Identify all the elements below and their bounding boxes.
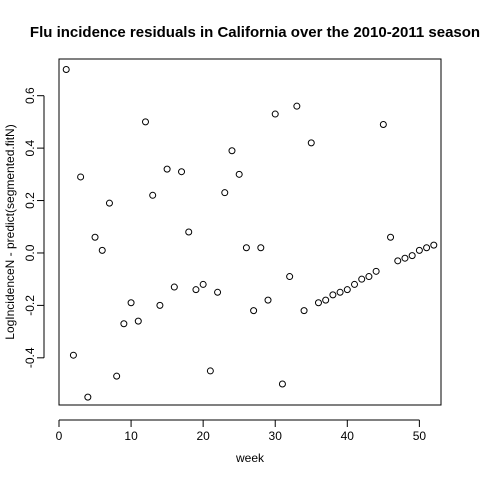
- y-tick-label: -0.4: [23, 347, 37, 368]
- data-point: [351, 280, 359, 288]
- data-point: [329, 291, 337, 299]
- data-point: [113, 372, 121, 380]
- data-point: [336, 288, 344, 296]
- data-point: [300, 307, 308, 315]
- data-points: [62, 65, 438, 401]
- data-point: [264, 296, 272, 304]
- data-point: [271, 110, 279, 118]
- data-point: [278, 380, 286, 388]
- data-point: [221, 189, 229, 197]
- data-point: [322, 296, 330, 304]
- x-tick-label: 50: [413, 429, 427, 443]
- data-point: [387, 233, 395, 241]
- x-axis-label: week: [235, 451, 265, 465]
- y-tick-label: 0.0: [23, 244, 37, 261]
- data-point: [120, 320, 128, 328]
- data-point: [84, 393, 92, 401]
- data-point: [178, 168, 186, 176]
- data-point: [379, 121, 387, 129]
- data-point: [91, 233, 99, 241]
- data-point: [69, 351, 77, 359]
- data-point: [185, 228, 193, 236]
- data-point: [214, 288, 222, 296]
- x-tick-label: 10: [124, 429, 138, 443]
- data-point: [430, 241, 438, 249]
- data-point: [293, 102, 301, 110]
- data-point: [141, 118, 149, 126]
- data-point: [314, 299, 322, 307]
- y-tick-label: -0.2: [23, 295, 37, 316]
- data-point: [77, 173, 85, 181]
- data-point: [199, 280, 207, 288]
- data-point: [286, 273, 294, 281]
- data-point: [105, 199, 113, 207]
- data-point: [343, 286, 351, 294]
- data-point: [127, 299, 135, 307]
- x-tick-label: 0: [56, 429, 63, 443]
- data-point: [394, 257, 402, 265]
- data-point: [163, 165, 171, 173]
- data-point: [134, 317, 142, 325]
- y-axis: -0.4 -0.2 0.0 0.2 0.4 0.6: [23, 87, 45, 368]
- data-point: [170, 283, 178, 291]
- y-axis-label: LogIncidenceN - predict(segmented.fitN): [3, 124, 17, 339]
- y-tick-label: 0.6: [23, 87, 37, 104]
- data-point: [358, 275, 366, 283]
- data-point: [149, 191, 157, 199]
- x-tick-label: 20: [196, 429, 210, 443]
- data-point: [235, 170, 243, 178]
- data-point: [192, 286, 200, 294]
- data-point: [156, 301, 164, 309]
- data-point: [307, 139, 315, 147]
- data-point: [401, 254, 409, 262]
- data-point: [257, 244, 265, 252]
- data-point: [228, 147, 236, 155]
- chart-title: Flu incidence residuals in California ov…: [30, 24, 480, 41]
- plot-frame: [58, 58, 442, 406]
- data-point: [98, 246, 106, 254]
- data-point: [415, 246, 423, 254]
- x-tick-label: 30: [269, 429, 283, 443]
- data-point: [206, 367, 214, 375]
- y-tick-label: 0.2: [23, 192, 37, 209]
- data-point: [372, 267, 380, 275]
- x-axis: 0 10 20 30 40 50: [56, 419, 427, 443]
- data-point: [242, 244, 250, 252]
- y-tick-label: 0.4: [23, 139, 37, 156]
- data-point: [423, 244, 431, 252]
- data-point: [62, 65, 70, 73]
- data-point: [250, 307, 258, 315]
- data-point: [408, 252, 416, 260]
- data-point: [365, 273, 373, 281]
- x-tick-label: 40: [341, 429, 355, 443]
